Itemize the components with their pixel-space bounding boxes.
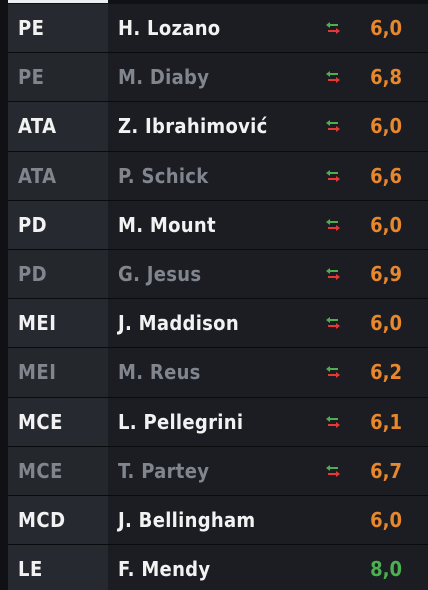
arrow-out-icon	[328, 274, 340, 281]
player-rating: 6,6	[370, 163, 402, 188]
player-position: PE	[8, 53, 108, 102]
arrow-out-icon	[328, 28, 340, 35]
player-rating: 6,0	[370, 114, 402, 139]
player-position: ATA	[8, 151, 108, 200]
player-rating: 6,2	[370, 360, 402, 385]
substitution-arrows-icon	[326, 464, 340, 477]
arrow-in-icon	[326, 71, 338, 78]
arrow-in-icon	[326, 464, 338, 471]
player-name: T. Partey	[118, 458, 210, 483]
player-name: L. Pellegrini	[118, 409, 244, 434]
arrow-out-icon	[328, 175, 340, 182]
player-rating: 6,1	[370, 409, 402, 434]
arrow-in-icon	[326, 22, 338, 29]
player-position: MEI	[8, 348, 108, 397]
player-name: G. Jesus	[118, 262, 202, 287]
player-position: LE	[8, 545, 108, 590]
player-rating: 6,0	[370, 212, 402, 237]
player-row[interactable]: MCE L. Pellegrini 6,1	[8, 397, 428, 447]
arrow-out-icon	[328, 421, 340, 428]
arrow-out-icon	[328, 126, 340, 133]
arrow-in-icon	[326, 218, 338, 225]
player-rating: 6,9	[370, 262, 402, 287]
player-name: M. Reus	[118, 360, 201, 385]
substitution-arrows-icon	[326, 22, 340, 35]
arrow-in-icon	[326, 366, 338, 373]
player-rating: 6,0	[370, 311, 402, 336]
player-row[interactable]: PD M. Mount 6,0	[8, 200, 428, 250]
substitution-arrows-icon	[326, 169, 340, 182]
player-name: J. Maddison	[118, 311, 239, 336]
player-name: P. Schick	[118, 163, 209, 188]
player-name: M. Diaby	[118, 65, 210, 90]
substitution-arrows-icon	[326, 366, 340, 379]
player-row[interactable]: MCD J. Bellingham 6,0	[8, 495, 428, 546]
player-name: H. Lozano	[118, 16, 221, 41]
player-name: Z. Ibrahimović	[118, 114, 268, 139]
player-row[interactable]: PD G. Jesus 6,9	[8, 249, 428, 300]
player-position: PD	[8, 200, 108, 249]
player-name: J. Bellingham	[118, 507, 256, 532]
player-position: MCE	[8, 446, 108, 495]
arrow-in-icon	[326, 268, 338, 275]
player-position: PE	[8, 4, 108, 53]
player-row[interactable]: PE M. Diaby 6,8	[8, 53, 428, 103]
arrow-out-icon	[328, 224, 340, 231]
player-name: M. Mount	[118, 212, 216, 237]
player-row[interactable]: ATA P. Schick 6,6	[8, 151, 428, 201]
arrow-in-icon	[326, 120, 338, 127]
arrow-out-icon	[328, 77, 340, 84]
player-row[interactable]: LE F. Mendy 8,0	[8, 545, 428, 590]
substitution-arrows-icon	[326, 268, 340, 281]
player-rating: 6,0	[370, 507, 402, 532]
arrow-in-icon	[326, 317, 338, 324]
player-rating: 6,0	[370, 16, 402, 41]
selected-tab-indicator	[8, 0, 108, 3]
player-row[interactable]: MEI M. Reus 6,2	[8, 348, 428, 398]
substitution-arrows-icon	[326, 317, 340, 330]
player-row[interactable]: PE H. Lozano 6,0	[8, 4, 428, 54]
player-rating: 6,8	[370, 65, 402, 90]
arrow-out-icon	[328, 372, 340, 379]
player-row[interactable]: MEI J. Maddison 6,0	[8, 299, 428, 349]
player-row[interactable]: ATA Z. Ibrahimović 6,0	[8, 102, 428, 152]
player-position: PD	[8, 249, 108, 299]
player-row[interactable]: MCE T. Partey 6,7	[8, 446, 428, 496]
arrow-out-icon	[328, 323, 340, 330]
arrow-in-icon	[326, 169, 338, 176]
arrow-in-icon	[326, 415, 338, 422]
substitution-arrows-icon	[326, 415, 340, 428]
arrow-out-icon	[328, 470, 340, 477]
substitution-arrows-icon	[326, 120, 340, 133]
player-position: ATA	[8, 102, 108, 151]
substitution-arrows-icon	[326, 71, 340, 84]
player-position: MCE	[8, 397, 108, 446]
player-position: MEI	[8, 299, 108, 348]
player-name: F. Mendy	[118, 557, 211, 582]
player-position: MCD	[8, 495, 108, 545]
substitution-arrows-icon	[326, 218, 340, 231]
player-rating: 6,7	[370, 458, 402, 483]
player-ratings-table: PE H. Lozano 6,0 PE M. Diaby 6,8 ATA Z. …	[8, 4, 428, 590]
player-rating: 8,0	[370, 557, 402, 582]
